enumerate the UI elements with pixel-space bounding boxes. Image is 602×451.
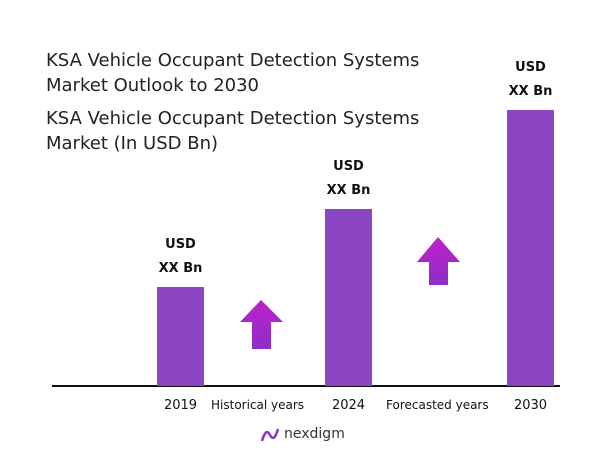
annotation: Forecasted years [386, 398, 489, 412]
baseline [52, 385, 560, 387]
data-label: USD XX Bn [158, 237, 203, 277]
bar [157, 287, 204, 386]
logo: nexdigm [284, 426, 345, 442]
x-tick-label: 2019 [163, 398, 198, 413]
annotation: Historical years [211, 398, 305, 412]
data-label: USD XX Bn [326, 158, 371, 198]
bar [507, 110, 554, 386]
x-tick-label: 2024 [331, 398, 366, 413]
arrow-up [417, 237, 460, 285]
arrow-up [240, 300, 283, 349]
chart-subtitle: KSA Vehicle Occupant Detection Systems M… [46, 108, 420, 154]
bar [325, 208, 372, 386]
chart-title: KSA Vehicle Occupant Detection Systems M… [46, 50, 420, 96]
logo-mark [260, 428, 280, 442]
data-label: USD XX Bn [508, 60, 553, 99]
x-tick-label: 2030 [513, 398, 548, 413]
